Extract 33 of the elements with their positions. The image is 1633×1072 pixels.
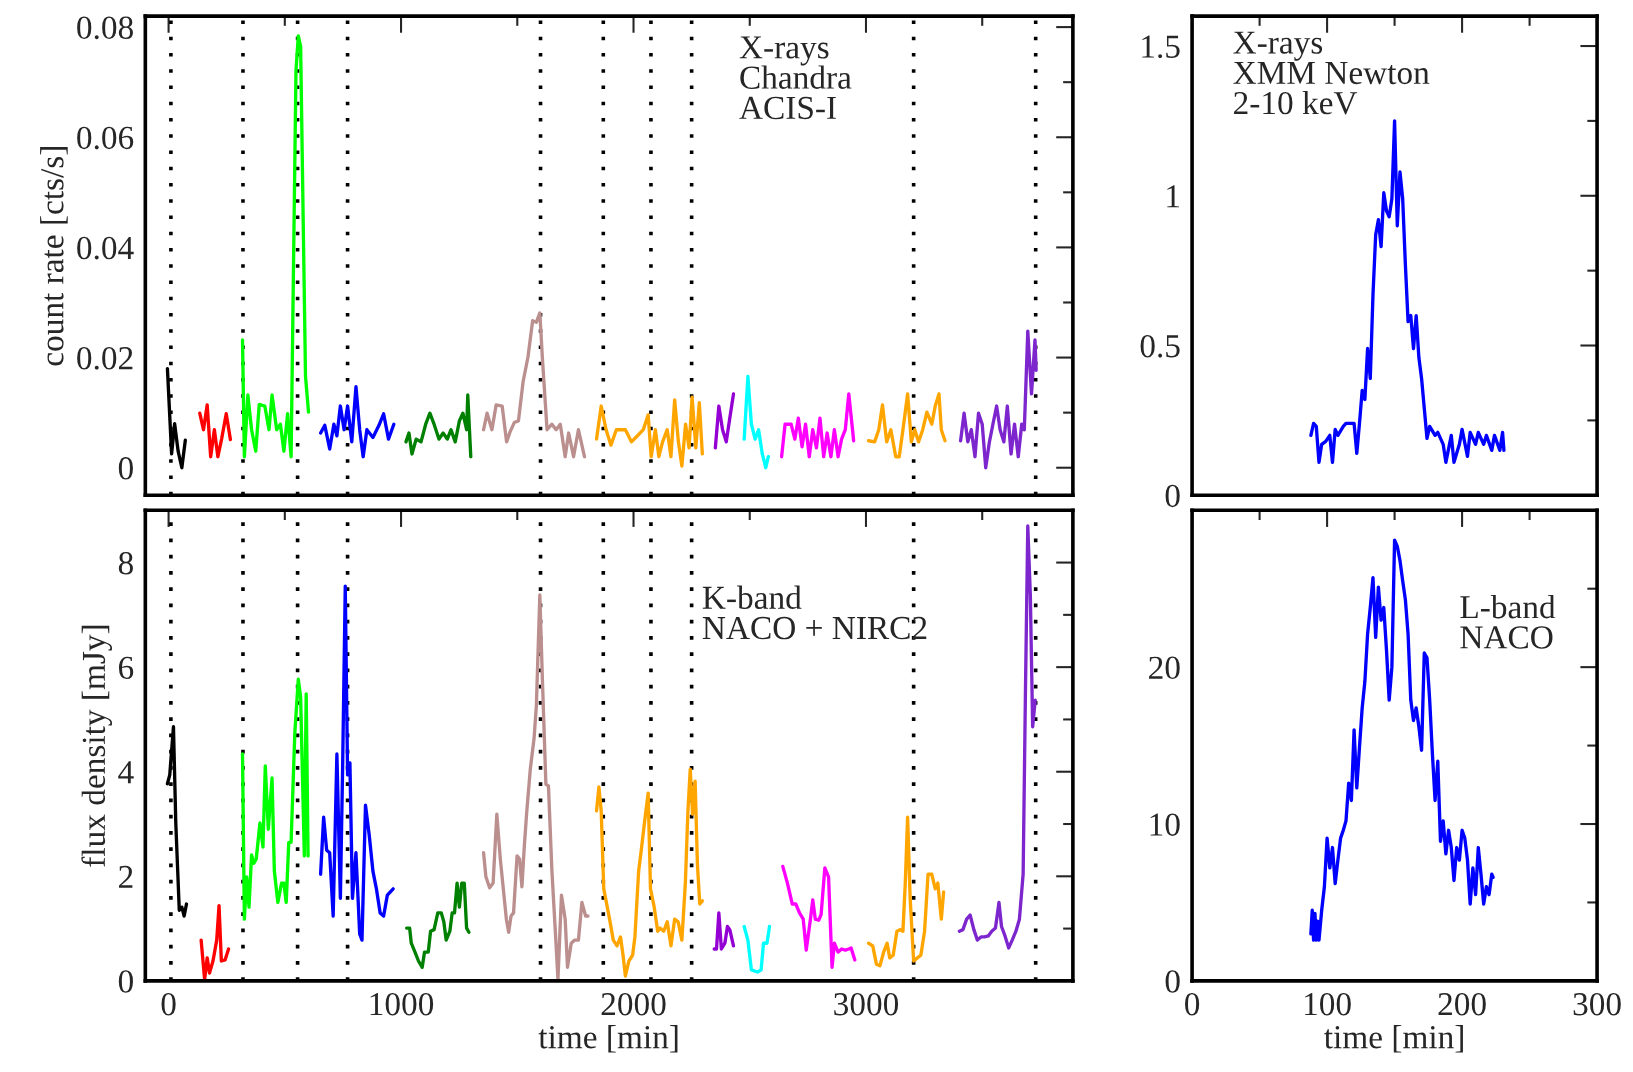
y-tick-label: 6 [118, 656, 134, 680]
x-tick-label: 0 [161, 992, 176, 1016]
y-tick-label: 0.04 [77, 236, 134, 260]
y-tick-label: 0.5 [1140, 334, 1180, 358]
x-tick-label: 200 [1438, 992, 1486, 1016]
annotation: L-band NACO [1460, 594, 1556, 649]
x-tick-label: 3000 [834, 992, 899, 1016]
y-tick-label: 20 [1149, 656, 1180, 680]
y-tick-label: 2 [119, 865, 133, 888]
y-axis-title: count rate [cts/s] [40, 147, 68, 366]
x-axis-title: time [min] [1324, 1025, 1463, 1053]
y-tick-label: 0.08 [77, 16, 133, 40]
y-tick-label: 0 [118, 970, 133, 993]
y-tick-label: 0 [1165, 484, 1180, 508]
x-tick-label: 100 [1305, 992, 1351, 1016]
x-tick-label: 1000 [370, 992, 434, 1016]
y-axis-title: flux density [mJy] [81, 625, 112, 867]
x-tick-label: 0 [1185, 992, 1200, 1016]
y-tick-label: 0.06 [77, 126, 134, 150]
y-tick-label: 0.02 [77, 346, 133, 370]
x-tick-label: 300 [1573, 992, 1621, 1016]
x-tick-label: 2000 [601, 992, 666, 1016]
y-tick-label: 10 [1150, 813, 1180, 836]
y-tick-label: 1.5 [1142, 35, 1180, 59]
annotation: X-rays Chandra ACIS-I [739, 36, 852, 120]
annotation: X-rays XMM Newton 2-10 keV [1233, 31, 1430, 115]
y-tick-label: 0 [118, 457, 133, 480]
y-tick-label: 4 [118, 761, 134, 784]
y-tick-label: 0 [1165, 970, 1180, 993]
y-tick-label: 8 [118, 551, 133, 575]
annotation: K-band NACO + NIRC2 [702, 585, 927, 640]
y-tick-label: 1 [1167, 185, 1179, 208]
x-axis-title: time [min] [538, 1025, 678, 1053]
